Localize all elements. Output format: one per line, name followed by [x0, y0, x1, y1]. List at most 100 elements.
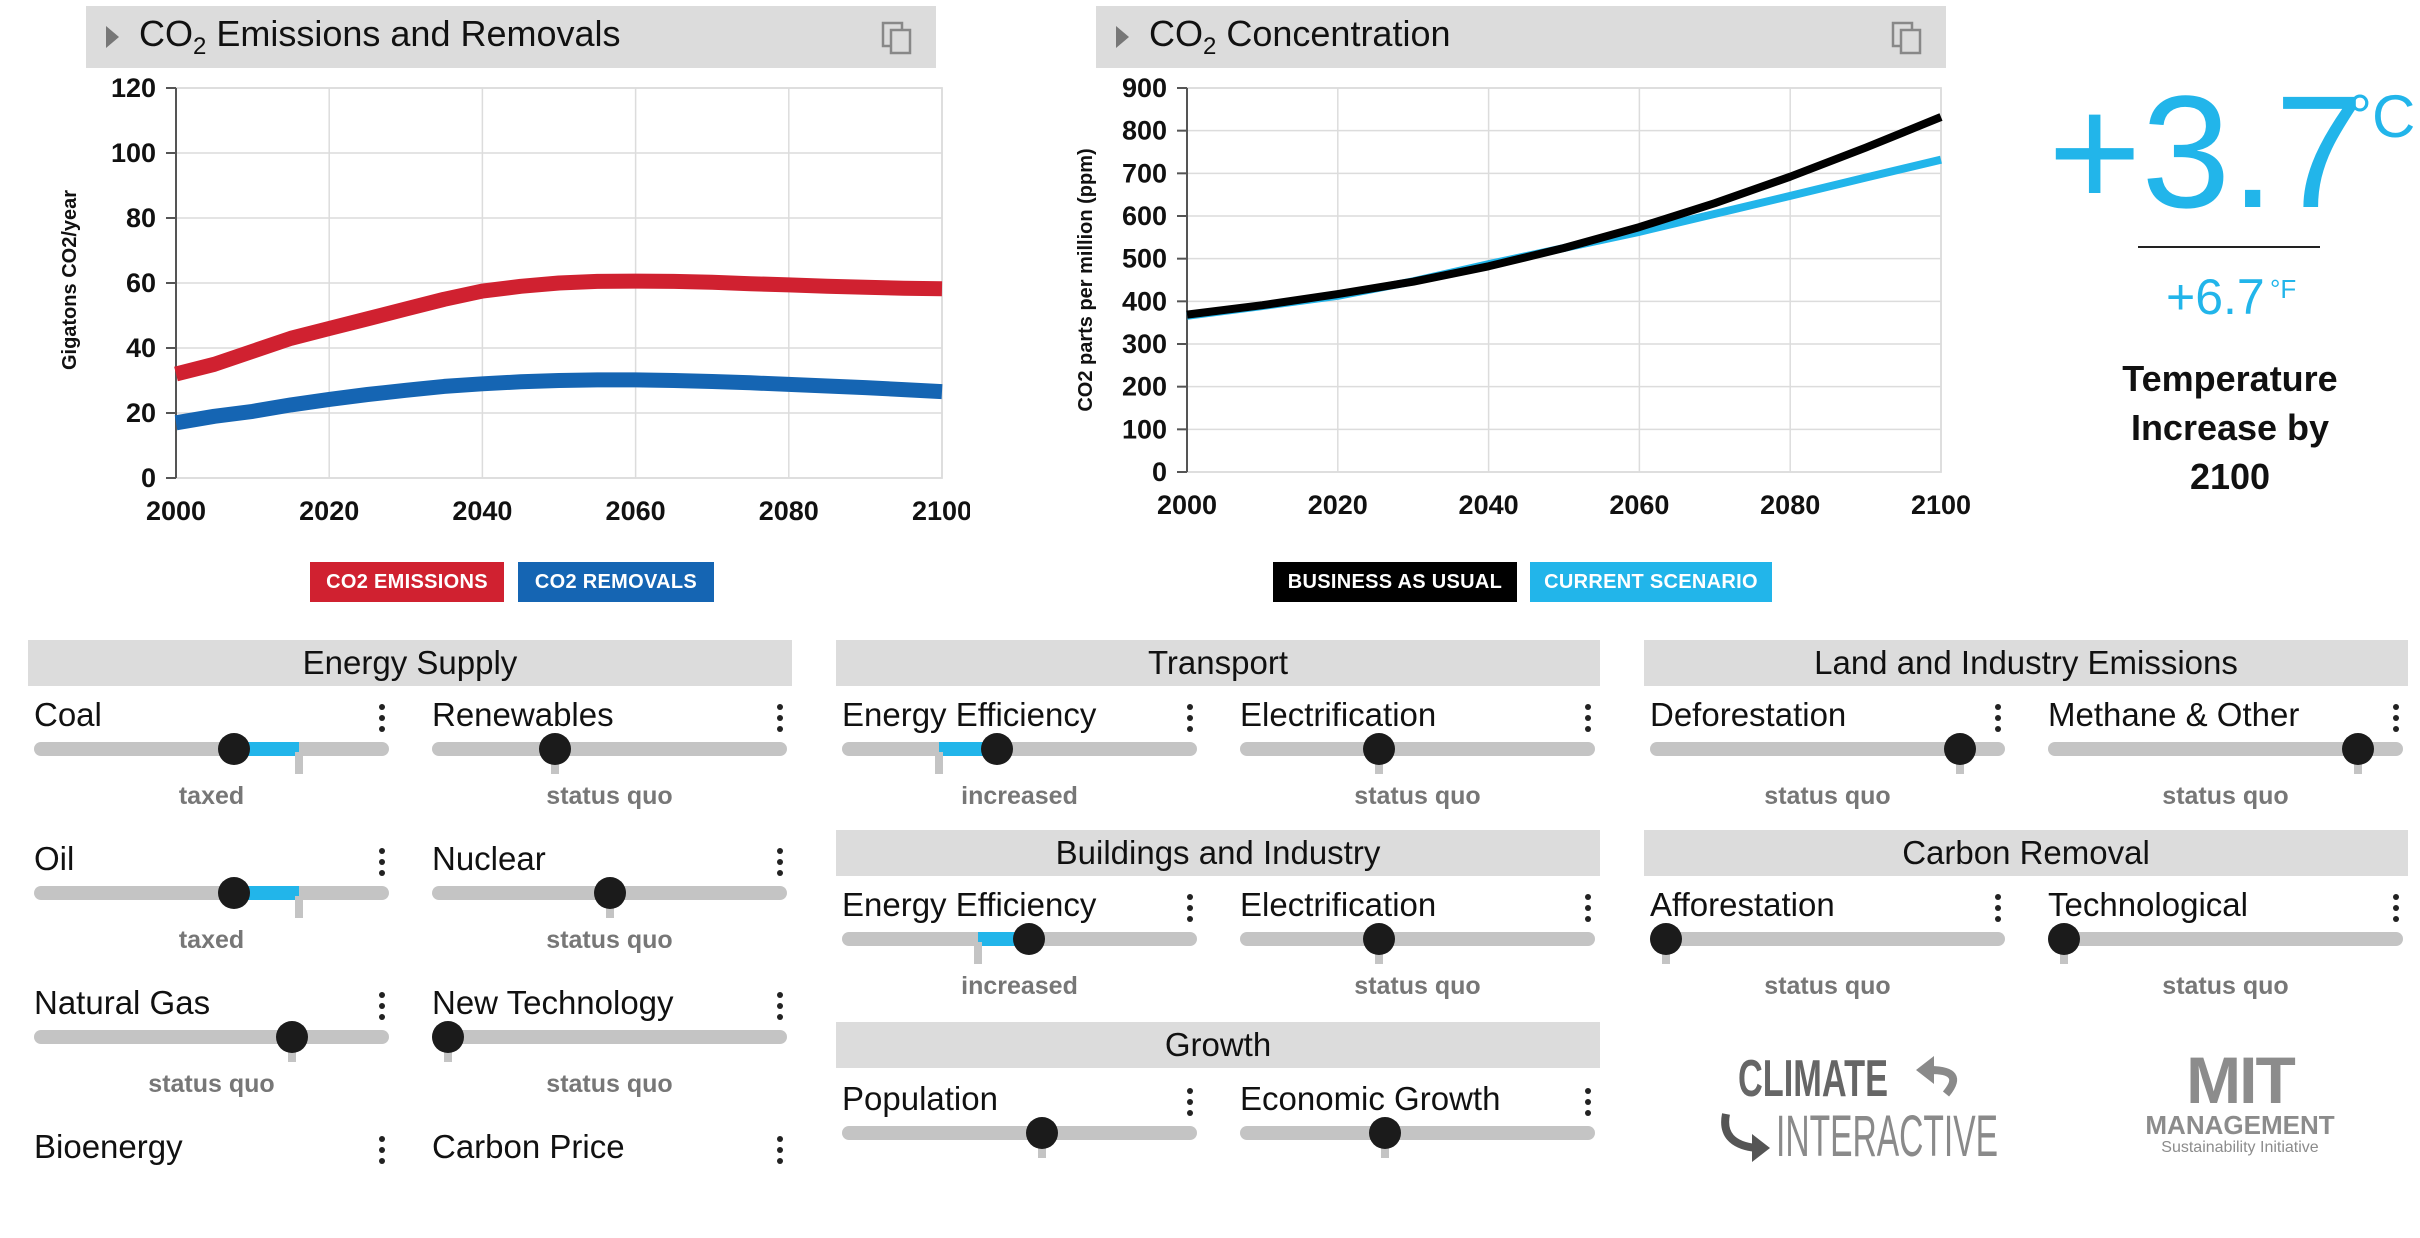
slider-buildings-efficiency[interactable]: Energy Efficiency increased — [842, 886, 1197, 1000]
concentration-graph-header[interactable]: CO2 Concentration — [1096, 6, 1946, 68]
x-tick-label: 2040 — [452, 496, 512, 526]
slider-label: Renewables — [432, 696, 614, 733]
slider-population[interactable]: Population — [842, 1080, 1197, 1190]
y-tick-label: 300 — [1122, 329, 1167, 359]
more-options-icon[interactable] — [1995, 894, 2001, 924]
slider-track[interactable] — [2048, 742, 2403, 756]
legend-current-scenario[interactable]: CURRENT SCENARIO — [1530, 562, 1772, 602]
x-tick-label: 2080 — [759, 496, 819, 526]
slider-buildings-electrification[interactable]: Electrification status quo — [1240, 886, 1595, 1000]
slider-thumb[interactable] — [1650, 923, 1682, 955]
concentration-graph-title: CO2 Concentration — [1149, 12, 1451, 61]
slider-thumb[interactable] — [218, 877, 251, 909]
slider-change-fill — [234, 742, 299, 756]
more-options-icon[interactable] — [379, 1136, 385, 1166]
slider-track[interactable] — [842, 1126, 1197, 1140]
emissions-graph-header[interactable]: CO2 Emissions and Removals — [86, 6, 936, 68]
more-options-icon[interactable] — [379, 992, 385, 1022]
slider-thumb[interactable] — [1026, 1117, 1059, 1149]
slider-thumb[interactable] — [2341, 733, 2374, 765]
slider-afforestation[interactable]: Afforestation status quo — [1650, 886, 2005, 1000]
slider-transport-electrification[interactable]: Electrification status quo — [1240, 696, 1595, 810]
more-options-icon[interactable] — [777, 848, 783, 878]
slider-nuclear[interactable]: Nuclear status quo — [432, 840, 787, 954]
slider-thumb[interactable] — [1369, 1117, 1402, 1149]
more-options-icon[interactable] — [1187, 1088, 1193, 1118]
more-options-icon[interactable] — [1995, 704, 2001, 734]
legend-co2-emissions[interactable]: CO2 EMISSIONS — [310, 562, 504, 602]
more-options-icon[interactable] — [1585, 894, 1591, 924]
slider-new-technology[interactable]: New Technology status quo — [432, 984, 787, 1098]
y-axis-label: Gigatons CO2/year — [59, 190, 81, 370]
slider-renewables[interactable]: Renewables status quo — [432, 696, 787, 810]
slider-natural-gas[interactable]: Natural Gas status quo — [34, 984, 389, 1098]
slider-coal[interactable]: Coal taxed — [34, 696, 389, 810]
slider-thumb[interactable] — [538, 733, 571, 765]
temperature-celsius: +3.7 — [2048, 62, 2364, 241]
more-options-icon[interactable] — [1585, 704, 1591, 734]
slider-label: Energy Efficiency — [842, 696, 1097, 733]
slider-carbon-price[interactable]: Carbon Price — [432, 1128, 787, 1238]
copy-icon[interactable] — [1890, 20, 1924, 56]
slider-label: Nuclear — [432, 840, 546, 877]
slider-status: status quo — [2162, 972, 2289, 1000]
more-options-icon[interactable] — [379, 848, 385, 878]
slider-thumb[interactable] — [1013, 923, 1046, 955]
more-options-icon[interactable] — [1585, 1088, 1591, 1118]
more-options-icon[interactable] — [777, 992, 783, 1022]
slider-thumb[interactable] — [276, 1021, 309, 1053]
section-transport: Transport — [836, 640, 1600, 686]
more-options-icon[interactable] — [379, 704, 385, 734]
slider-thumb[interactable] — [980, 733, 1013, 765]
more-options-icon[interactable] — [2393, 704, 2399, 734]
y-tick-label: 0 — [141, 463, 156, 493]
slider-track[interactable] — [432, 742, 787, 756]
plot-area — [1186, 87, 1942, 473]
expand-triangle-icon[interactable] — [106, 26, 119, 48]
y-tick-label: 120 — [111, 73, 156, 103]
slider-bioenergy[interactable]: Bioenergy — [34, 1128, 389, 1238]
slider-track[interactable] — [1650, 742, 2005, 756]
more-options-icon[interactable] — [777, 704, 783, 734]
slider-methane-other[interactable]: Methane & Other status quo — [2048, 696, 2403, 810]
copy-icon[interactable] — [880, 20, 914, 56]
slider-economic-growth[interactable]: Economic Growth — [1240, 1080, 1595, 1190]
slider-thumb[interactable] — [432, 1021, 464, 1053]
y-tick-label: 200 — [1122, 372, 1167, 402]
slider-label: Electrification — [1240, 696, 1437, 733]
expand-triangle-icon[interactable] — [1116, 26, 1129, 48]
slider-deforestation[interactable]: Deforestation status quo — [1650, 696, 2005, 810]
more-options-icon[interactable] — [1187, 704, 1193, 734]
legend-business-as-usual[interactable]: BUSINESS AS USUAL — [1273, 562, 1517, 602]
slider-track[interactable] — [1650, 932, 2005, 946]
slider-track[interactable] — [1240, 742, 1595, 756]
slider-track[interactable] — [1240, 1126, 1595, 1140]
slider-oil[interactable]: Oil taxed — [34, 840, 389, 954]
slider-thumb[interactable] — [1943, 733, 1976, 765]
slider-track[interactable] — [842, 742, 1197, 756]
slider-technological[interactable]: Technological status quo — [2048, 886, 2403, 1000]
slider-track[interactable] — [2048, 932, 2403, 946]
legend-co2-removals[interactable]: CO2 REMOVALS — [518, 562, 714, 602]
slider-track[interactable] — [432, 1030, 787, 1044]
more-options-icon[interactable] — [1187, 894, 1193, 924]
y-axis-label: CO2 parts per million (ppm) — [1075, 148, 1097, 411]
slider-track[interactable] — [34, 1030, 389, 1044]
slider-thumb[interactable] — [1362, 923, 1395, 955]
slider-track[interactable] — [34, 742, 389, 756]
more-options-icon[interactable] — [777, 1136, 783, 1166]
slider-track[interactable] — [1240, 932, 1595, 946]
slider-thumb[interactable] — [1362, 733, 1395, 765]
climate-interactive-logo: CLIMATE INTERACTIVE — [1721, 1050, 1998, 1166]
series-line-co2-emissions — [174, 273, 943, 382]
slider-thumb[interactable] — [218, 733, 251, 765]
more-options-icon[interactable] — [2393, 894, 2399, 924]
slider-track[interactable] — [34, 886, 389, 900]
slider-thumb[interactable] — [593, 877, 626, 909]
x-tick-label: 2060 — [606, 496, 666, 526]
slider-thumb[interactable] — [2048, 923, 2080, 955]
x-tick-label: 2020 — [1308, 490, 1368, 520]
slider-change-fill — [234, 886, 299, 900]
slider-transport-efficiency[interactable]: Energy Efficiency increased — [842, 696, 1197, 810]
slider-label: Methane & Other — [2048, 696, 2300, 733]
